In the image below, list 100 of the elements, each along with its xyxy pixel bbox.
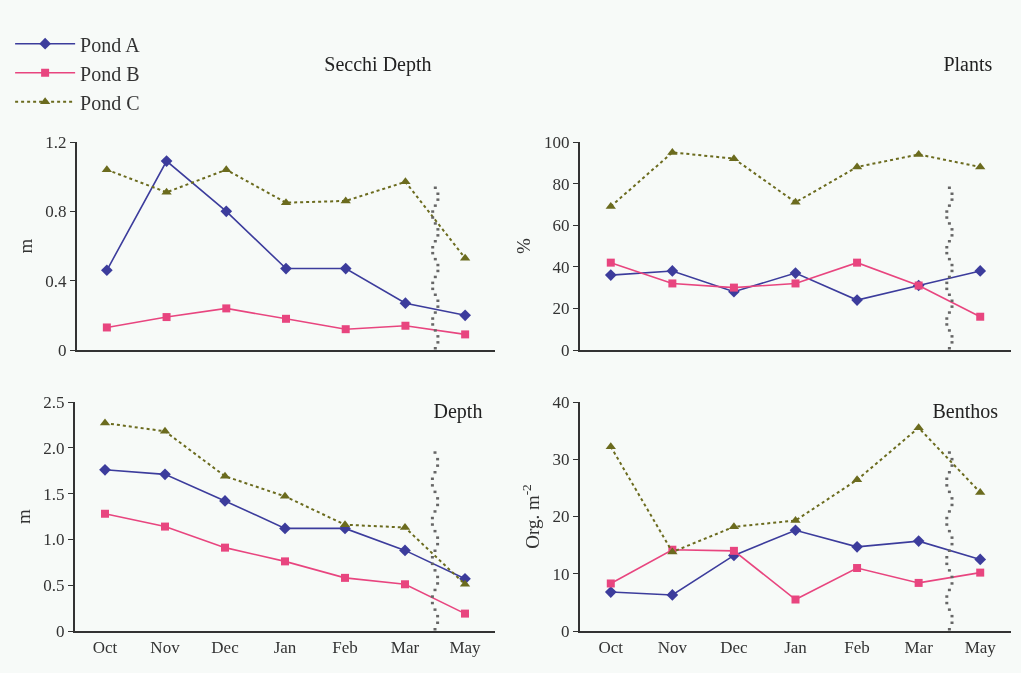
- x-tick-label: Oct: [598, 638, 624, 658]
- x-tick-label: Dec: [211, 638, 240, 658]
- y-tick-label: 2.0: [43, 438, 65, 458]
- y-tick-label: 60: [552, 216, 570, 236]
- point: [401, 580, 409, 589]
- chart-title: Plants: [943, 53, 993, 75]
- point: [974, 265, 987, 277]
- y-tick-label: 40: [552, 392, 570, 412]
- point: [975, 162, 986, 170]
- x-tick-label: Jan: [273, 638, 297, 658]
- point: [851, 540, 863, 553]
- point: [341, 573, 349, 582]
- point: [101, 264, 113, 277]
- point: [729, 546, 738, 555]
- point: [912, 535, 925, 547]
- point: [604, 586, 617, 598]
- legend-label: Pond C: [80, 91, 140, 114]
- point: [666, 589, 679, 601]
- y-tick-label: 0: [58, 340, 67, 360]
- x-tick-label: Mar: [904, 638, 934, 658]
- point: [790, 197, 801, 205]
- point: [853, 258, 862, 267]
- y-tick-label: 20: [552, 299, 570, 319]
- point: [281, 557, 289, 566]
- point: [99, 463, 111, 476]
- point: [974, 553, 987, 566]
- point: [666, 265, 679, 277]
- point: [606, 258, 615, 267]
- point: [606, 579, 615, 588]
- x-tick-label: May: [449, 638, 482, 658]
- y-tick-label: 1.5: [43, 484, 65, 504]
- point: [102, 323, 111, 332]
- x-tick-label: Dec: [720, 638, 749, 658]
- x-tick-label: Mar: [390, 638, 420, 658]
- y-tick-label: 0.4: [45, 271, 68, 291]
- x-tick-label: Jan: [784, 638, 808, 658]
- point: [729, 283, 738, 292]
- point: [222, 304, 231, 313]
- point: [853, 564, 862, 573]
- y-tick-label: 100: [544, 132, 570, 152]
- point: [461, 330, 470, 339]
- x-tick-label: Oct: [92, 638, 118, 658]
- y-tick-label: 2.5: [43, 392, 65, 412]
- y-tick-label: 1.2: [45, 132, 67, 152]
- y-tick-label: 40: [552, 257, 570, 277]
- chart-title: Depth: [433, 400, 483, 424]
- point: [914, 578, 923, 587]
- point: [162, 313, 171, 322]
- point: [341, 325, 350, 334]
- y-tick-label: 0: [56, 621, 65, 641]
- point: [791, 279, 800, 288]
- y-axis-title: m: [12, 508, 34, 524]
- point: [399, 544, 411, 557]
- point: [913, 149, 924, 157]
- point: [400, 177, 411, 185]
- point: [282, 314, 290, 323]
- point: [340, 196, 351, 204]
- point: [160, 155, 173, 167]
- point: [279, 522, 291, 535]
- point: [913, 423, 924, 431]
- point: [789, 267, 802, 279]
- point: [605, 201, 616, 209]
- y-tick-label: 0.5: [43, 576, 65, 596]
- point: [668, 279, 677, 288]
- point: [667, 147, 678, 155]
- point: [604, 269, 617, 281]
- point: [976, 568, 985, 577]
- point: [789, 524, 802, 537]
- point: [161, 187, 172, 195]
- y-tick-label: 0: [561, 621, 570, 641]
- point: [220, 205, 233, 218]
- y-axis-title: m: [14, 238, 36, 254]
- x-tick-label: Nov: [150, 638, 181, 658]
- y-tick-label: 0.8: [45, 202, 67, 222]
- point: [399, 297, 412, 310]
- y-tick-label: 20: [552, 507, 570, 527]
- y-tick-label: 80: [552, 174, 570, 194]
- point: [280, 262, 292, 275]
- chart-title: Benthos: [932, 400, 999, 423]
- chart-title: Secchi Depth: [324, 53, 432, 76]
- point: [101, 509, 109, 518]
- y-tick-label: 0: [561, 340, 570, 360]
- point: [401, 321, 410, 330]
- y-tick-label: 1.0: [43, 530, 65, 550]
- x-tick-label: May: [964, 638, 997, 658]
- point: [975, 487, 986, 495]
- x-tick-label: Feb: [844, 638, 870, 658]
- x-tick-label: Feb: [332, 638, 358, 658]
- point: [159, 468, 171, 481]
- legend-label: Pond A: [80, 33, 141, 56]
- point: [161, 522, 169, 531]
- point: [339, 262, 352, 275]
- y-axis-title: %: [513, 237, 535, 254]
- point: [791, 595, 800, 604]
- y-tick-label: 30: [552, 450, 570, 470]
- y-tick-label: 10: [552, 564, 570, 584]
- point: [976, 312, 985, 321]
- point: [461, 609, 469, 618]
- x-tick-label: Nov: [657, 638, 688, 658]
- point: [221, 543, 229, 552]
